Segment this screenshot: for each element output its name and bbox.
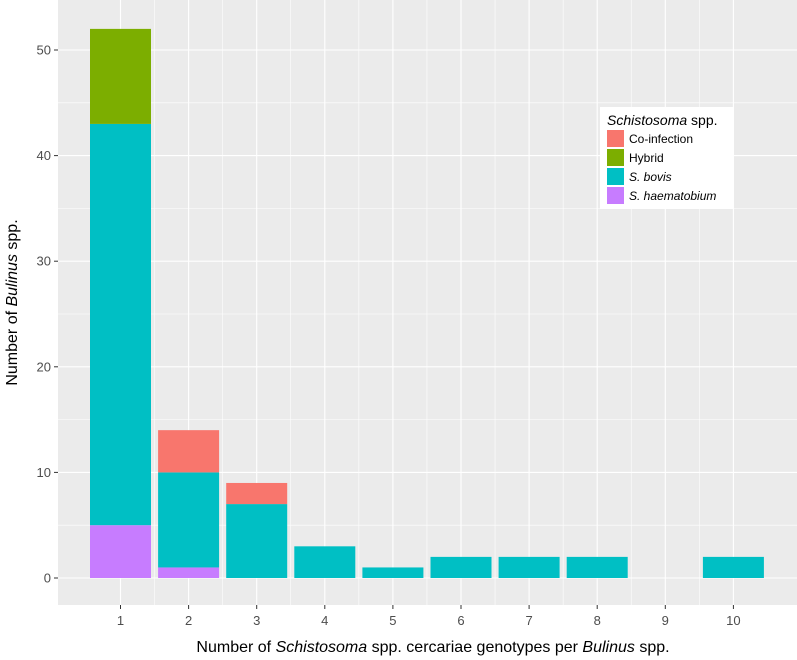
bars (90, 28, 764, 578)
x-tick-label: 6 (457, 613, 464, 628)
bar-segment-7-s-bovis (498, 556, 560, 578)
bar-segment-3-co-infection (226, 482, 288, 505)
bar-segment-2-s-haematobium (158, 567, 220, 578)
bar-segment-1-s-haematobium (90, 525, 151, 578)
bar-segment-2-s-bovis (158, 472, 220, 568)
bar-segment-3-s-bovis (226, 504, 288, 578)
bar-segment-1-s-bovis (90, 123, 151, 526)
legend-label: Co-infection (629, 132, 693, 146)
y-tick-label: 0 (44, 571, 51, 586)
x-tick-label: 3 (253, 613, 260, 628)
x-tick-label: 9 (662, 613, 669, 628)
legend-key (607, 130, 624, 147)
minor-gridlines (58, 0, 797, 605)
legend-key (607, 168, 624, 185)
y-tick-label: 20 (37, 359, 51, 374)
x-tick-label: 8 (594, 613, 601, 628)
x-tick-label: 7 (525, 613, 532, 628)
legend-key (607, 149, 624, 166)
legend: Schistosoma spp. Co-infection Hybrid S. bov… (600, 107, 734, 209)
x-axis-title: Number of Schistosoma spp. cercariae gen… (196, 639, 669, 656)
y-tick-label: 50 (37, 43, 51, 58)
bar-segment-4-s-bovis (294, 546, 356, 578)
bar-segment-2-co-infection (158, 430, 220, 473)
x-tick-label: 5 (389, 613, 396, 628)
y-tick-label: 10 (37, 465, 51, 480)
x-axis: 1 2 3 4 5 6 7 8 9 10 (117, 605, 741, 628)
x-tick-label: 10 (726, 613, 740, 628)
x-tick-label: 2 (185, 613, 192, 628)
bar-segment-6-s-bovis (430, 556, 492, 578)
bar-segment-8-s-bovis (566, 556, 628, 578)
legend-label: S. bovis (629, 170, 672, 184)
bar-segment-5-s-bovis (362, 567, 424, 578)
bar-segment-10-s-bovis (702, 556, 764, 578)
x-tick-label: 4 (321, 613, 328, 628)
legend-label: S. haematobium (629, 189, 716, 203)
legend-label: Hybrid (629, 151, 664, 165)
legend-title: Schistosoma spp. (607, 112, 718, 128)
y-tick-label: 30 (37, 254, 51, 269)
legend-key (607, 187, 624, 204)
y-tick-label: 40 (37, 148, 51, 163)
bar-segment-1-hybrid (90, 28, 151, 124)
y-axis-title: Number of Bulinus spp. (4, 219, 21, 385)
y-axis: 0 10 20 30 40 50 (37, 43, 58, 586)
x-tick-label: 1 (117, 613, 124, 628)
